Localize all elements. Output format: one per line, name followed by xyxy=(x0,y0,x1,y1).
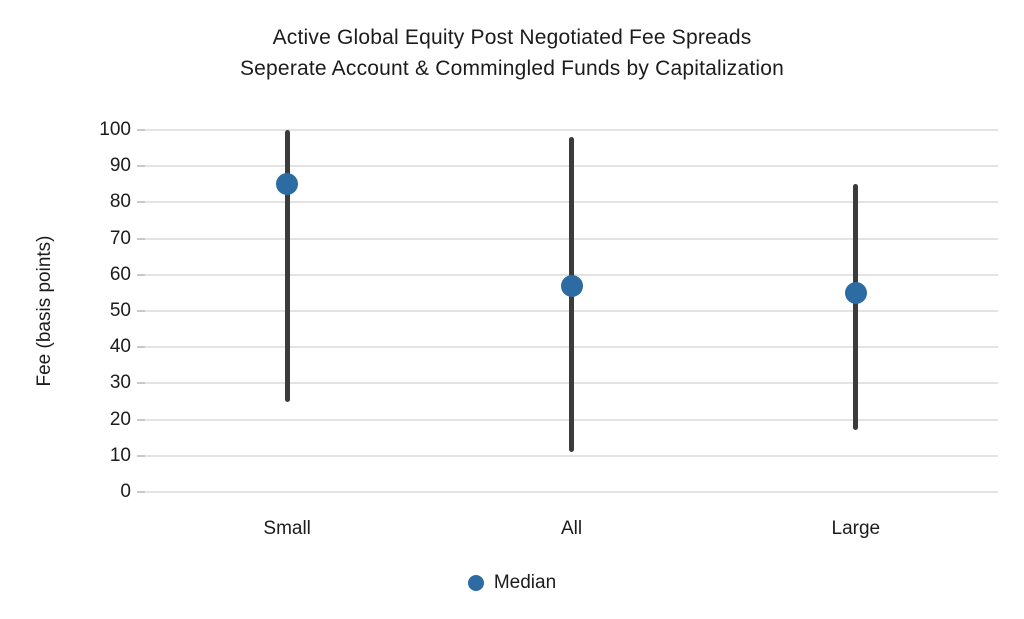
chart-title: Active Global Equity Post Negotiated Fee… xyxy=(0,22,1024,84)
y-tick-mark xyxy=(137,273,145,276)
y-tick-label: 20 xyxy=(109,408,131,430)
y-tick-mark xyxy=(137,491,145,493)
gridline xyxy=(145,491,998,493)
y-tick-mark xyxy=(137,129,145,131)
y-tick-mark xyxy=(137,382,145,385)
y-tick-mark xyxy=(137,454,145,457)
median-legend-marker-icon xyxy=(467,575,484,591)
plot-area: 0 10 20 30 40 50 60 70 80 90 100 Small All Large xyxy=(99,119,998,539)
x-category-label: Small xyxy=(263,518,311,539)
median-dot xyxy=(844,281,867,304)
range-bar xyxy=(284,130,290,402)
y-tick-mark xyxy=(137,418,145,421)
x-category-label: All xyxy=(560,518,583,539)
y-tick-label: 90 xyxy=(109,155,131,177)
y-tick-label: 10 xyxy=(109,444,131,466)
y-tick-mark xyxy=(137,237,145,240)
y-tick-label: 100 xyxy=(99,119,131,140)
chart-title-line2: Seperate Account & Commingled Funds by C… xyxy=(239,57,785,80)
gridline xyxy=(145,129,998,131)
x-category-label: Large xyxy=(831,518,881,539)
y-tick-label: 60 xyxy=(109,263,131,285)
y-tick-mark xyxy=(137,346,145,349)
legend: Median xyxy=(0,572,1024,594)
legend-label: Median xyxy=(493,572,557,593)
y-tick-label: 50 xyxy=(109,300,131,321)
y-tick-label: 0 xyxy=(120,481,131,502)
chart-title-line1: Active Global Equity Post Negotiated Fee… xyxy=(272,26,752,49)
gridline xyxy=(145,454,998,457)
y-axis-title: Fee (basis points) xyxy=(34,235,55,387)
range-bar xyxy=(853,184,859,431)
median-dot xyxy=(276,173,299,196)
y-tick-mark xyxy=(137,165,145,168)
median-dot xyxy=(560,274,583,297)
y-tick-label: 80 xyxy=(109,191,131,213)
y-tick-label: 30 xyxy=(109,372,131,394)
y-tick-label: 70 xyxy=(109,227,131,249)
y-tick-mark xyxy=(137,310,145,312)
y-tick-label: 40 xyxy=(109,336,131,358)
y-tick-mark xyxy=(137,201,145,204)
